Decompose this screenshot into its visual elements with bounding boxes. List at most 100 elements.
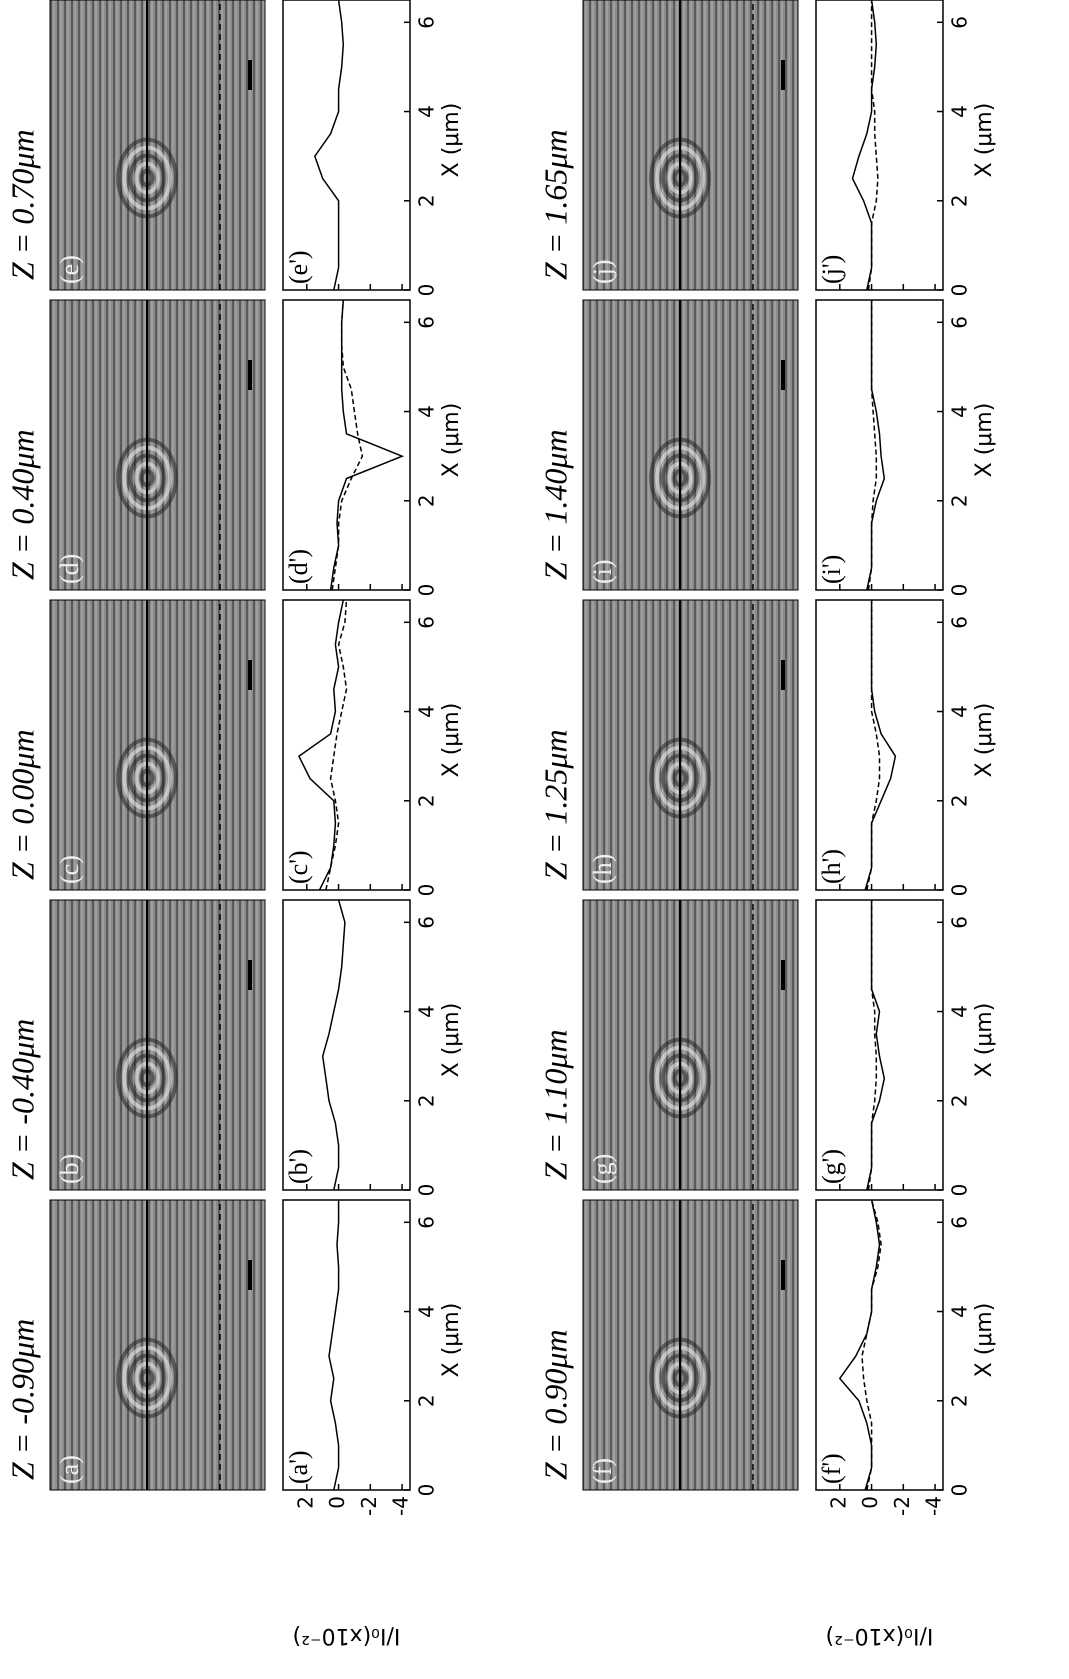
x-tick-label: 2 (415, 494, 439, 507)
panel-title: Z = 1.10μm (537, 1029, 573, 1180)
plot-frame (815, 899, 944, 1191)
x-tick-label: 0 (415, 584, 439, 597)
profile-curve (861, 1199, 882, 1491)
y-tick-label: -4 (922, 1496, 946, 1516)
plot-label: (i') (817, 555, 846, 584)
x-tick-label: 0 (948, 584, 972, 597)
profile-curve (328, 1200, 340, 1491)
x-tick-label: 6 (948, 916, 972, 929)
image-label: (f) (588, 1458, 617, 1484)
plot-label: (b') (284, 1149, 313, 1184)
y-tick-label: 2 (826, 1496, 850, 1509)
x-axis-label: X (μm) (972, 703, 997, 778)
x-axis-label: X (μm) (972, 403, 997, 478)
panel-title: Z = -0.40μm (4, 1019, 40, 1180)
micrograph (49, 299, 266, 591)
x-tick-label: 0 (415, 884, 439, 897)
x-tick-label: 6 (415, 1216, 439, 1229)
x-axis-label: X (μm) (972, 1003, 997, 1078)
x-tick-label: 4 (948, 405, 972, 418)
x-tick-label: 2 (948, 794, 972, 807)
panel-title: Z = 0.00μm (4, 729, 40, 880)
y-tick-label: -2 (357, 1496, 381, 1516)
x-axis-label: X (μm) (972, 1303, 997, 1378)
image-label: (j) (588, 259, 617, 284)
x-axis-label: X (μm) (439, 403, 464, 478)
panel: Z = 1.10μm (g) 0 2 4 6 X (μm) (g') (537, 899, 997, 1196)
x-tick-label: 0 (948, 884, 972, 897)
plot-frame (815, 1199, 944, 1491)
plot-label: (j') (817, 255, 846, 284)
x-tick-label: 0 (948, 1484, 972, 1497)
y-tick-label: -2 (890, 1496, 914, 1516)
x-axis-label: X (μm) (439, 103, 464, 178)
x-tick-label: 0 (415, 1484, 439, 1497)
plot-label: (g') (817, 1149, 846, 1184)
micrograph (49, 0, 266, 291)
x-tick-label: 6 (415, 316, 439, 329)
x-tick-label: 4 (415, 705, 439, 718)
x-tick-label: 0 (948, 284, 972, 297)
x-tick-label: 6 (415, 916, 439, 929)
panel: Z = -0.40μm (b) 0 2 4 6 X (μm) (b') (4, 899, 464, 1197)
y-tick-label: 2 (293, 1496, 317, 1509)
x-tick-label: 4 (948, 105, 972, 118)
x-tick-label: 4 (415, 1305, 439, 1318)
plot-frame (282, 899, 411, 1191)
panel: Z = 0.70μm (e) 0 2 4 6 X (μm) (e') (4, 0, 464, 296)
x-tick-label: 4 (948, 1005, 972, 1018)
plot-label: (d') (284, 549, 313, 584)
plot-label: (a') (284, 1450, 313, 1484)
plot-frame (282, 0, 411, 291)
panel: Z = 0.40μm (d) 0 2 4 6 X (μm) (d') (4, 299, 464, 597)
x-axis-label: X (μm) (439, 1003, 464, 1078)
x-tick-label: 4 (415, 1005, 439, 1018)
profile-curve (313, 0, 345, 291)
x-tick-label: 6 (415, 616, 439, 629)
micrograph (49, 1199, 266, 1491)
plot-frame (282, 299, 411, 591)
image-label: (a) (55, 1455, 84, 1484)
micrograph (582, 0, 799, 291)
x-tick-label: 2 (948, 494, 972, 507)
x-axis-label: X (μm) (439, 703, 464, 778)
image-label: (c) (55, 855, 84, 884)
image-label: (e) (55, 255, 84, 284)
x-axis-label: X (μm) (439, 1303, 464, 1378)
x-tick-label: 6 (948, 316, 972, 329)
plot-label: (e') (284, 250, 313, 284)
x-axis-label: X (μm) (972, 103, 997, 178)
x-tick-label: 4 (948, 1305, 972, 1318)
y-tick-label: -4 (389, 1496, 413, 1516)
micrograph (582, 599, 799, 891)
panel: Z = 1.25μm (h) 0 2 4 6 X (μm) (h') (537, 599, 997, 897)
x-tick-label: 2 (415, 1394, 439, 1407)
profile-curve (321, 899, 346, 1191)
panel-title: Z = 0.70μm (4, 129, 40, 280)
x-tick-label: 2 (948, 1094, 972, 1107)
plot-label: (c') (284, 850, 313, 884)
panel: Z = 0.00μm (c) 0 2 4 6 X (μm) (c') (4, 599, 464, 897)
x-tick-label: 2 (948, 1394, 972, 1407)
profile-curve (867, 0, 879, 291)
x-tick-label: 0 (415, 284, 439, 297)
image-label: (i) (588, 559, 617, 584)
x-tick-label: 4 (415, 105, 439, 118)
image-label: (b) (55, 1154, 84, 1184)
profile-curve (866, 600, 881, 891)
x-tick-label: 0 (415, 1184, 439, 1197)
x-tick-label: 2 (415, 1094, 439, 1107)
profile-curve (297, 599, 345, 891)
profile-curve (867, 300, 878, 591)
y-axis-label: I/I₀(x10⁻²) (826, 1623, 934, 1648)
x-tick-label: 4 (948, 705, 972, 718)
micrograph (582, 299, 799, 591)
panel-title: Z = 1.40μm (537, 429, 573, 580)
plot-frame (815, 0, 944, 291)
y-axis-label: I/I₀(x10⁻²) (293, 1623, 401, 1648)
micrograph (582, 899, 799, 1191)
